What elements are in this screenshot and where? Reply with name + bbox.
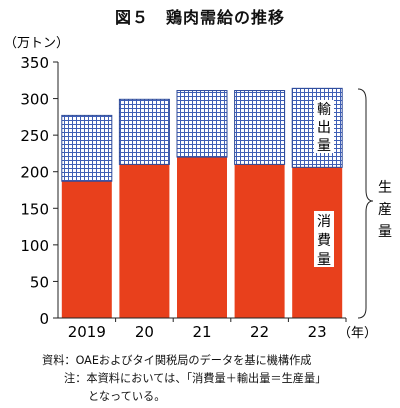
consumption-series-label: 消費量 (317, 214, 331, 268)
x-tick-label: 22 (250, 323, 269, 341)
bar-consumption (234, 164, 285, 318)
y-tick-label: 350 (20, 54, 49, 72)
production-total-label: 生産量 (378, 180, 392, 240)
production-brace (357, 88, 374, 319)
y-unit-label: （万トン） (4, 36, 69, 51)
bar-export (234, 90, 286, 165)
bar-consumption (177, 157, 227, 318)
y-tick-label: 150 (20, 200, 49, 218)
y-tick-label: 200 (20, 164, 49, 182)
bar-export (176, 90, 228, 158)
bar-export (61, 114, 113, 182)
footnote-line-2: となっている。 (88, 390, 166, 403)
y-axis: 0 50 100 150 200 250 300 350 (20, 54, 58, 328)
bar-export (118, 98, 170, 165)
x-unit-label: （年） (338, 326, 377, 341)
bars-group (61, 87, 343, 318)
bar-consumption (61, 181, 112, 318)
consumption-label-box: 消費量 (314, 211, 334, 268)
export-series-label: 輸出量 (317, 102, 331, 154)
y-tick-label: 300 (20, 91, 49, 109)
y-tick-label: 0 (39, 310, 49, 328)
export-label-box: 輸出量 (314, 100, 334, 154)
x-tick-label: 23 (308, 323, 327, 341)
bar-consumption (119, 164, 170, 318)
y-tick-label: 250 (20, 127, 49, 145)
footnote-line-1: 注：本資料においては、「消費量＋輸出量＝生産量」 (64, 372, 327, 385)
y-tick-label: 100 (20, 237, 49, 255)
y-tick-label: 50 (30, 273, 49, 291)
source-note: 資料：OAEおよびタイ関税局のデータを基に機構作成 (42, 354, 312, 367)
x-tick-label: 20 (135, 323, 154, 341)
x-tick-label: 21 (192, 323, 211, 341)
chart-title: 図５ 鶏肉需給の推移 (114, 8, 285, 27)
x-tick-label: 2019 (68, 323, 106, 341)
stacked-bar-chart: （万トン） （年） 0 50 100 150 200 250 300 350 2019 20 21… (4, 36, 392, 341)
x-axis: 2019 20 21 22 23 (68, 318, 347, 341)
